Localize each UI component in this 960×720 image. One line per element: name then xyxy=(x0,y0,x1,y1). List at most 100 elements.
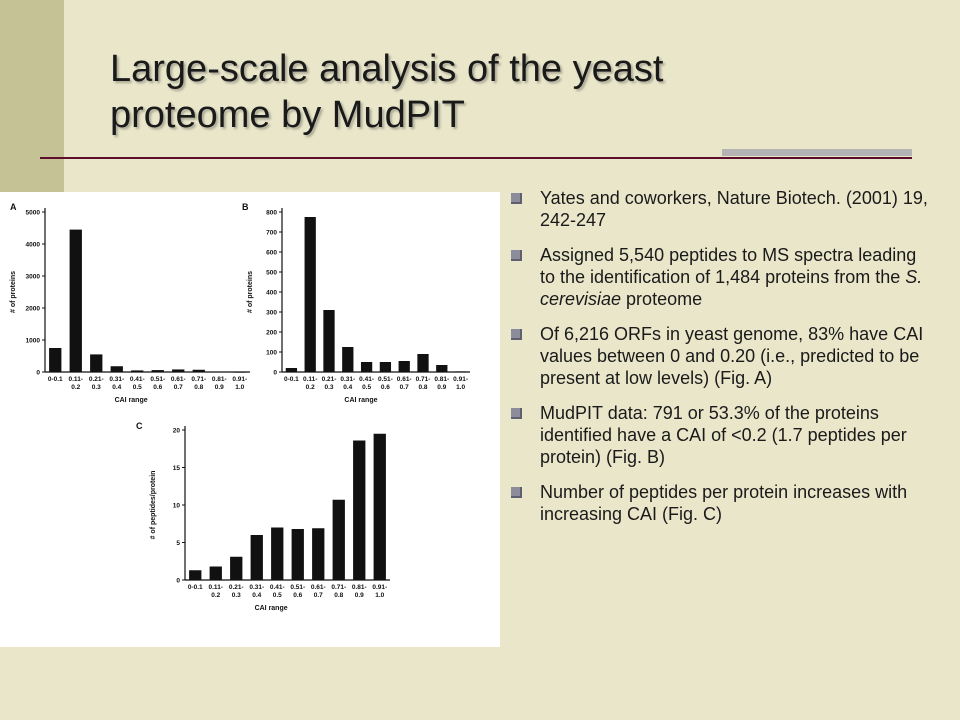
x-tick-label: 0.21-0.3 xyxy=(229,584,244,599)
x-tick-label: 0.51-0.6 xyxy=(290,584,305,599)
bar xyxy=(151,370,164,372)
x-tick-label-line: 0.7 xyxy=(400,384,409,391)
x-tick-label-line: 0.51- xyxy=(290,584,305,591)
x-tick-label-line: 0.61- xyxy=(171,376,186,383)
x-tick-label: 0.81-0.9 xyxy=(434,376,449,391)
x-tick-label-line: 0.6 xyxy=(153,384,162,391)
bar xyxy=(49,348,62,372)
bar xyxy=(209,566,222,580)
x-tick-label-line: 0.51- xyxy=(150,376,165,383)
x-tick-label-line: 0.71- xyxy=(416,376,431,383)
y-axis-title: # of proteins xyxy=(247,271,254,313)
x-tick-label: 0.21-0.3 xyxy=(89,376,104,391)
bar xyxy=(332,499,345,580)
bullet-text: Assigned 5,540 peptides to MS spectra le… xyxy=(540,245,917,287)
bar xyxy=(342,347,354,372)
x-tick-label: 0.41-0.5 xyxy=(359,376,374,391)
y-tick-label: 100 xyxy=(266,349,277,356)
x-tick-label-line: 0.6 xyxy=(381,384,390,391)
x-tick-label: 0.51-0.6 xyxy=(150,376,165,391)
bar xyxy=(454,371,467,373)
x-tick-label-line: 0.21- xyxy=(89,376,104,383)
x-tick-label-line: 0.8 xyxy=(194,384,203,391)
bar xyxy=(213,371,226,373)
y-tick-label: 600 xyxy=(266,249,277,256)
x-tick-label-line: 0.91- xyxy=(453,376,468,383)
bar xyxy=(353,440,366,580)
x-tick-label-line: 0.6 xyxy=(293,592,302,599)
x-tick-label: 0.31-0.4 xyxy=(340,376,355,391)
x-tick-label-line: 0.2 xyxy=(306,384,315,391)
x-tick-label-line: 0.3 xyxy=(232,592,241,599)
x-tick-label: 0.71-0.8 xyxy=(416,376,431,391)
x-tick-label: 0-0.1 xyxy=(188,584,203,591)
x-tick-label-line: 0.91- xyxy=(372,584,387,591)
y-tick-label: 10 xyxy=(173,502,181,509)
bullet-text: proteome xyxy=(621,289,703,309)
bar xyxy=(360,362,373,372)
x-tick-label-line: 0.81- xyxy=(434,376,449,383)
x-tick-label-line: 0.91- xyxy=(232,376,247,383)
x-tick-label-line: 0.4 xyxy=(343,384,352,391)
bar xyxy=(90,354,103,372)
x-tick-label-line: 0.8 xyxy=(418,384,427,391)
species-name: S. cerevisiae xyxy=(540,267,923,309)
bar xyxy=(417,354,429,372)
x-tick-label: 0.11-0.2 xyxy=(69,376,83,391)
x-tick-label-line: 0.8 xyxy=(334,592,343,599)
x-tick-label-line: 0.81- xyxy=(352,584,367,591)
y-tick-label: 800 xyxy=(266,209,277,216)
x-tick-label: 0.31-0.4 xyxy=(109,376,124,391)
x-tick-label-line: 0.71- xyxy=(331,584,346,591)
x-tick-label: 0.71-0.8 xyxy=(331,584,346,599)
x-tick-label-line: 0.9 xyxy=(437,384,446,391)
y-tick-label: 3000 xyxy=(26,273,41,280)
histogram-panel-a: A 0 1000 2000 3000 4000 5000 0-0.1 0.11-0.2 0.21-… xyxy=(10,202,250,404)
x-tick-label: 0.41-0.5 xyxy=(270,584,285,599)
x-tick-label-line: 0.3 xyxy=(324,384,333,391)
bar xyxy=(398,361,410,372)
x-tick-label-line: 0.7 xyxy=(314,592,323,599)
x-tick-label-line: 1.0 xyxy=(375,592,384,599)
bar xyxy=(131,370,144,372)
x-tick-label-line: 0.4 xyxy=(112,384,121,391)
x-tick-label: 0.51-0.6 xyxy=(378,376,393,391)
x-tick-label: 0.21-0.3 xyxy=(322,376,337,391)
bar xyxy=(323,310,335,372)
y-tick-label: 300 xyxy=(266,309,277,316)
x-tick-label: 0.91-1.0 xyxy=(453,376,468,391)
x-tick-label: 0.91-1.0 xyxy=(232,376,247,391)
bullet-text: Number of peptides per protein increases… xyxy=(540,482,908,524)
x-tick-label: 0-0.1 xyxy=(48,376,63,383)
x-tick-label-line: 0.21- xyxy=(322,376,337,383)
bar xyxy=(312,528,325,580)
bar xyxy=(285,368,298,372)
bullet-item: Assigned 5,540 peptides to MS spectra le… xyxy=(510,244,930,310)
bar xyxy=(379,362,392,372)
bar xyxy=(250,535,263,580)
bullet-item: Number of peptides per protein increases… xyxy=(510,481,930,525)
bar xyxy=(230,556,243,580)
x-tick-label-line: 0.2 xyxy=(211,592,220,599)
x-tick-label-line: 0.61- xyxy=(397,376,412,383)
x-tick-label: 0.11-0.2 xyxy=(209,584,223,599)
bullet-list: Yates and coworkers, Nature Biotech. (20… xyxy=(510,187,930,538)
x-tick-label: 0.81-0.9 xyxy=(212,376,227,391)
x-tick-label-line: 0.81- xyxy=(212,376,227,383)
y-tick-label: 200 xyxy=(266,329,277,336)
bullet-item: MudPIT data: 791 or 53.3% of the protein… xyxy=(510,402,930,468)
x-tick-label: 0.61-0.7 xyxy=(397,376,412,391)
x-tick-label: 0.41-0.5 xyxy=(130,376,145,391)
x-tick-label-line: 0.21- xyxy=(229,584,244,591)
y-tick-label: 5000 xyxy=(26,209,41,216)
x-tick-label: 0.31-0.4 xyxy=(249,584,264,599)
y-tick-label: 20 xyxy=(173,427,181,434)
bar xyxy=(271,527,284,580)
bar xyxy=(233,371,246,373)
x-tick-label-line: 0.41- xyxy=(270,584,285,591)
x-tick-label: 0.81-0.9 xyxy=(352,584,367,599)
x-tick-label-line: 0.11- xyxy=(69,376,83,383)
x-tick-label-line: 0.9 xyxy=(355,592,364,599)
bullet-item: Yates and coworkers, Nature Biotech. (20… xyxy=(510,187,930,231)
panel-letter: C xyxy=(136,421,143,431)
